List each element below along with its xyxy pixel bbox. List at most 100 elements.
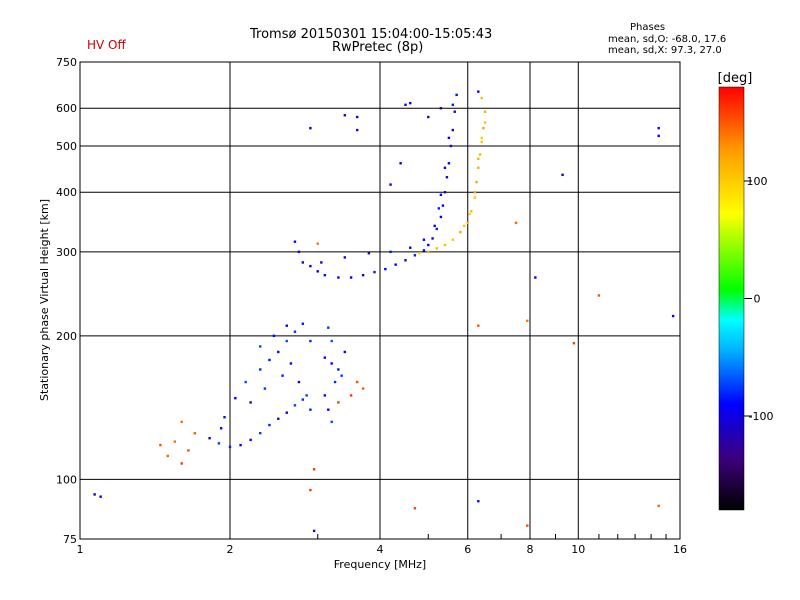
echo-point xyxy=(470,209,473,213)
echo-point xyxy=(373,270,376,274)
echo-point xyxy=(435,247,438,250)
echo-point xyxy=(597,294,601,297)
echo-point xyxy=(301,398,305,401)
grid xyxy=(80,62,680,539)
y-tick-label: 750 xyxy=(56,56,77,69)
echo-point xyxy=(447,136,451,140)
echo-point xyxy=(223,416,226,419)
echo-point xyxy=(309,408,312,411)
colorbar-ticks: 100 0 -100 xyxy=(744,175,773,423)
echo-point xyxy=(514,221,518,225)
echo-point xyxy=(323,273,327,277)
echo-point xyxy=(389,183,392,186)
phases-o-stats: mean, sd,O: -68.0, 17.6 xyxy=(608,34,727,45)
echo-point xyxy=(477,157,480,161)
echo-point xyxy=(671,314,675,318)
x-tick-label: 4 xyxy=(377,543,384,556)
echo-point xyxy=(259,345,262,348)
echo-point xyxy=(349,394,353,397)
echo-point xyxy=(301,261,305,264)
echo-point xyxy=(480,136,483,140)
y-tick-label: 100 xyxy=(56,473,77,486)
echo-point xyxy=(413,507,417,510)
hv-status: HV Off xyxy=(87,38,126,52)
echo-point xyxy=(244,380,247,384)
echo-point xyxy=(297,380,301,384)
echo-point xyxy=(219,427,223,430)
echo-point xyxy=(330,339,333,343)
echo-point xyxy=(480,96,483,100)
echo-point xyxy=(312,468,316,471)
echo-point xyxy=(451,238,455,241)
echo-point xyxy=(293,240,297,243)
echo-point xyxy=(309,488,312,492)
echo-point xyxy=(309,126,312,130)
echo-point xyxy=(234,396,237,400)
echo-point xyxy=(323,394,327,397)
y-tick-labels: 75 100 200 300 400 500 600 750 xyxy=(56,56,77,546)
echo-point xyxy=(427,115,430,119)
echo-point xyxy=(208,437,211,440)
echo-point xyxy=(272,334,276,338)
echo-point xyxy=(473,196,477,199)
echo-point xyxy=(409,246,412,249)
echo-point xyxy=(343,114,347,117)
echo-point xyxy=(477,324,480,327)
echo-point xyxy=(409,101,412,105)
echo-point xyxy=(483,121,487,124)
echo-point xyxy=(320,261,323,264)
colorbar-tick-label: -100 xyxy=(749,410,774,423)
echo-point xyxy=(445,176,449,179)
echo-point xyxy=(422,238,426,241)
echo-point xyxy=(277,350,280,354)
echo-point xyxy=(301,322,305,325)
echo-point xyxy=(316,242,319,245)
echo-points xyxy=(93,90,675,533)
echo-point xyxy=(293,404,297,407)
echo-point xyxy=(462,224,466,228)
phases-x-stats: mean, sd,X: 97.3, 27.0 xyxy=(608,45,722,56)
y-tick-label: 400 xyxy=(56,186,77,199)
echo-point xyxy=(468,212,471,216)
y-tick-label: 75 xyxy=(63,533,77,546)
x-tick-label: 10 xyxy=(571,543,585,556)
echo-point xyxy=(305,394,308,397)
colorbar xyxy=(718,86,745,511)
x-tick-label: 6 xyxy=(464,543,471,556)
y-tick-label: 200 xyxy=(56,330,77,343)
phases-heading: Phases xyxy=(630,22,666,33)
echo-point xyxy=(349,276,353,279)
echo-point xyxy=(657,126,660,130)
echo-point xyxy=(466,221,469,225)
echo-point xyxy=(439,215,443,219)
echo-point xyxy=(431,237,434,240)
echo-point xyxy=(477,500,480,503)
y-axis-label: Stationary phase Virtual Height [km] xyxy=(38,199,51,401)
echo-point xyxy=(427,243,430,247)
echo-point xyxy=(483,110,487,113)
echo-point xyxy=(389,250,392,254)
echo-point xyxy=(399,162,402,165)
echo-point xyxy=(477,166,480,170)
y-tick-label: 500 xyxy=(56,140,77,153)
echo-point xyxy=(166,454,169,458)
echo-point xyxy=(228,445,232,449)
echo-point xyxy=(355,380,359,384)
echo-point xyxy=(323,356,327,359)
echo-point xyxy=(526,524,529,527)
echo-point xyxy=(337,276,340,279)
echo-point xyxy=(159,443,162,447)
echo-point xyxy=(173,440,177,443)
echo-point xyxy=(289,362,293,365)
echo-point xyxy=(309,264,312,268)
colorbar-title: [deg] xyxy=(718,71,753,86)
echo-point xyxy=(330,362,333,365)
echo-point xyxy=(453,110,456,113)
echo-point xyxy=(477,90,480,93)
echo-point xyxy=(281,374,284,377)
echo-point xyxy=(293,330,297,333)
echo-point xyxy=(447,162,451,165)
chart-subtitle: RwPretec (8p) xyxy=(332,40,424,55)
echo-point xyxy=(482,126,485,130)
echo-point xyxy=(263,387,267,390)
